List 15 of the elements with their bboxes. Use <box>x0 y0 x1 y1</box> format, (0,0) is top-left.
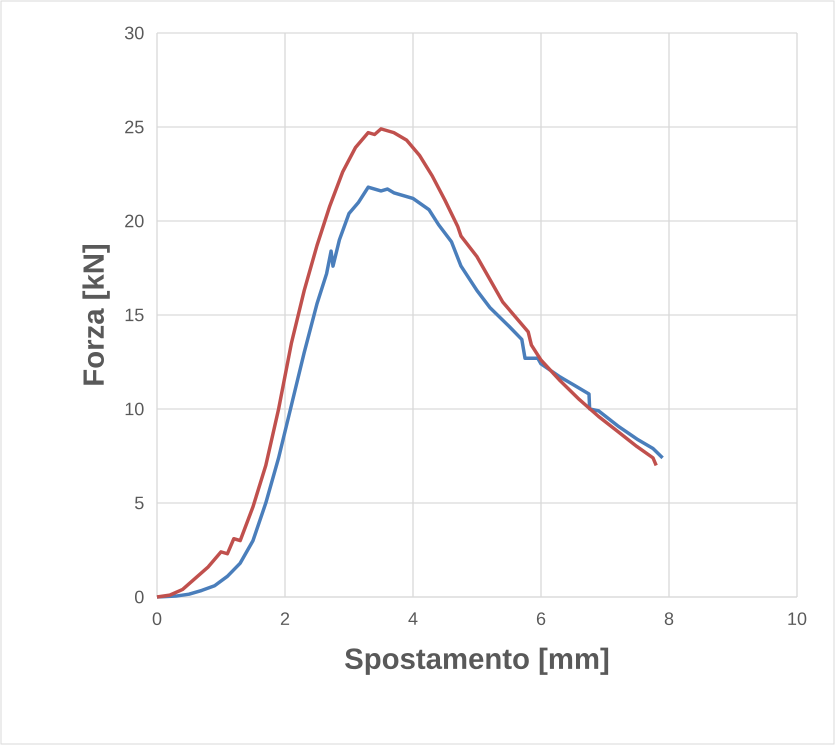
y-axis-title: Forza [kN] <box>82 244 110 385</box>
x-tick-label: 4 <box>408 612 418 625</box>
x-tick-label: 0 <box>152 612 162 626</box>
y-tick-label: 20 <box>125 214 144 228</box>
x-tick-label: 10 <box>788 612 806 626</box>
x-axis-title: Spostamento [mm] <box>345 648 608 675</box>
x-tick-label: 8 <box>664 612 674 626</box>
y-tick-label: 0 <box>134 590 144 604</box>
y-tick-label: 15 <box>126 308 144 322</box>
y-tick-label: 10 <box>126 402 144 416</box>
y-tick-label: 5 <box>134 496 144 510</box>
x-tick-label: 6 <box>536 612 546 626</box>
x-tick-label: 2 <box>280 612 290 625</box>
y-tick-label: 25 <box>125 120 144 134</box>
y-tick-label: 30 <box>124 26 144 40</box>
